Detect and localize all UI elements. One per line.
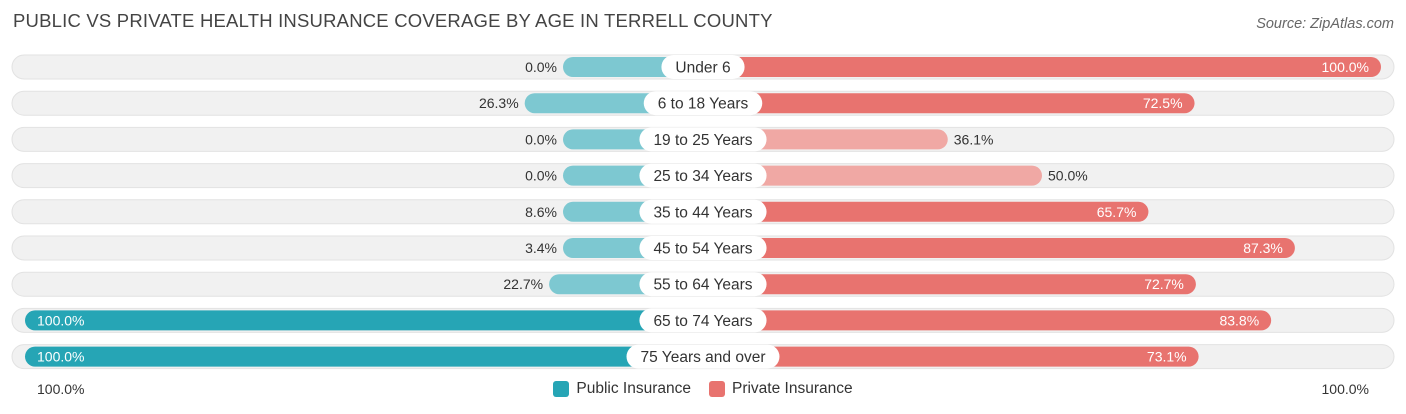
legend-swatch-private — [708, 381, 725, 397]
category-label: 19 to 25 Years — [653, 132, 752, 149]
private-bar — [703, 165, 1042, 186]
category-label-background — [639, 308, 767, 333]
private-value-label: 73.1% — [1147, 349, 1187, 365]
private-value-label: 72.5% — [1143, 95, 1183, 111]
private-value-label: 36.1% — [954, 131, 994, 147]
category-label-background — [626, 344, 780, 369]
public-value-label: 100.0% — [37, 312, 84, 328]
private-bar — [703, 274, 1196, 295]
legend-label-private: Private Insurance — [731, 380, 853, 397]
public-value-label: 22.7% — [503, 276, 543, 292]
category-label: Under 6 — [675, 60, 730, 77]
category-label: 6 to 18 Years — [658, 96, 749, 113]
private-value-label: 72.7% — [1144, 276, 1184, 292]
public-bar — [25, 346, 703, 367]
public-value-label: 8.6% — [525, 204, 557, 220]
category-label: 25 to 34 Years — [653, 168, 752, 185]
category-label-background — [639, 236, 767, 260]
category-label: 75 Years and over — [641, 349, 766, 366]
private-bar — [703, 201, 1149, 222]
public-value-label: 0.0% — [525, 168, 557, 184]
private-value-label: 65.7% — [1097, 204, 1137, 220]
category-label-background — [661, 55, 745, 79]
legend-item-private: Private Insurance — [708, 380, 853, 398]
private-value-label: 50.0% — [1048, 168, 1088, 184]
private-value-label: 100.0% — [1322, 59, 1369, 75]
legend-item-public: Public Insurance — [553, 380, 691, 398]
legend-swatch-public — [553, 381, 570, 397]
private-value-label: 83.8% — [1219, 312, 1259, 328]
legend: Public Insurance Private Insurance — [0, 380, 1406, 398]
public-value-label: 0.0% — [525, 131, 557, 147]
public-value-label: 100.0% — [37, 349, 84, 365]
legend-label-public: Public Insurance — [576, 380, 691, 397]
axis-right-label: 100.0% — [1321, 381, 1369, 397]
public-bar — [25, 310, 703, 331]
private-bar — [703, 57, 1381, 77]
category-label: 35 to 44 Years — [653, 204, 752, 221]
private-bar — [703, 346, 1199, 367]
private-value-label: 87.3% — [1243, 240, 1283, 256]
category-label-background — [639, 272, 767, 297]
category-label-background — [639, 199, 767, 224]
private-bar — [703, 310, 1272, 331]
source-label: Source: ZipAtlas.com — [1256, 16, 1394, 32]
axis-left-label: 100.0% — [37, 381, 85, 397]
category-label: 55 to 64 Years — [653, 277, 752, 294]
private-bar — [703, 93, 1195, 114]
category-label-background — [639, 163, 767, 188]
private-bar — [703, 238, 1295, 258]
category-label-background — [643, 91, 763, 116]
chart-title: PUBLIC VS PRIVATE HEALTH INSURANCE COVER… — [13, 10, 773, 31]
category-label-background — [639, 127, 767, 152]
public-value-label: 3.4% — [525, 240, 557, 256]
category-label: 65 to 74 Years — [653, 313, 752, 330]
public-value-label: 26.3% — [479, 95, 519, 111]
public-value-label: 0.0% — [525, 59, 557, 75]
category-label: 45 to 54 Years — [653, 241, 752, 258]
